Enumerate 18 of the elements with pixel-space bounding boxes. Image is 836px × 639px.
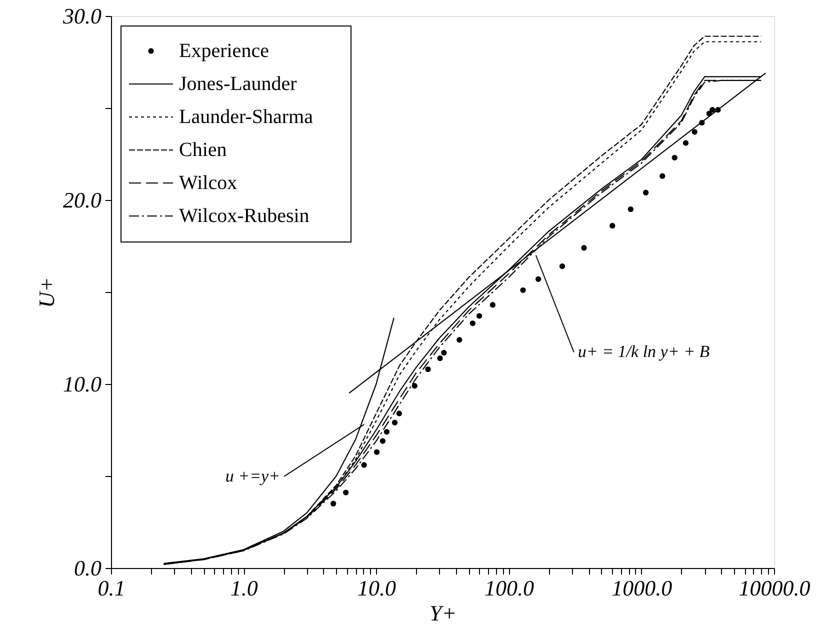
y-tick-label: 20.0 (63, 188, 102, 212)
legend-label: Wilcox-Rubesin (179, 205, 310, 227)
x-tick-label: 100.0 (484, 576, 534, 600)
legend-label: Launder-Sharma (179, 106, 314, 128)
annotation: u +=y+ (225, 466, 280, 486)
y-tick-label: 30.0 (62, 4, 102, 28)
legend-label: Wilcox (179, 172, 238, 194)
legend-label: Experience (179, 40, 270, 62)
x-axis-title: Y+ (429, 600, 457, 626)
x-tick-label: 10.0 (357, 576, 396, 600)
legend-label: Jones-Launder (179, 73, 298, 95)
x-tick-label: 1.0 (230, 576, 258, 600)
x-tick-label: 10000.0 (738, 576, 810, 600)
annotation: u+ = 1/k ln y+ + B (578, 342, 710, 362)
y-axis-title: U+ (34, 277, 59, 308)
y-tick-label: 10.0 (63, 372, 102, 396)
legend-label: Chien (179, 139, 227, 161)
x-tick-label: 1000.0 (612, 576, 672, 600)
